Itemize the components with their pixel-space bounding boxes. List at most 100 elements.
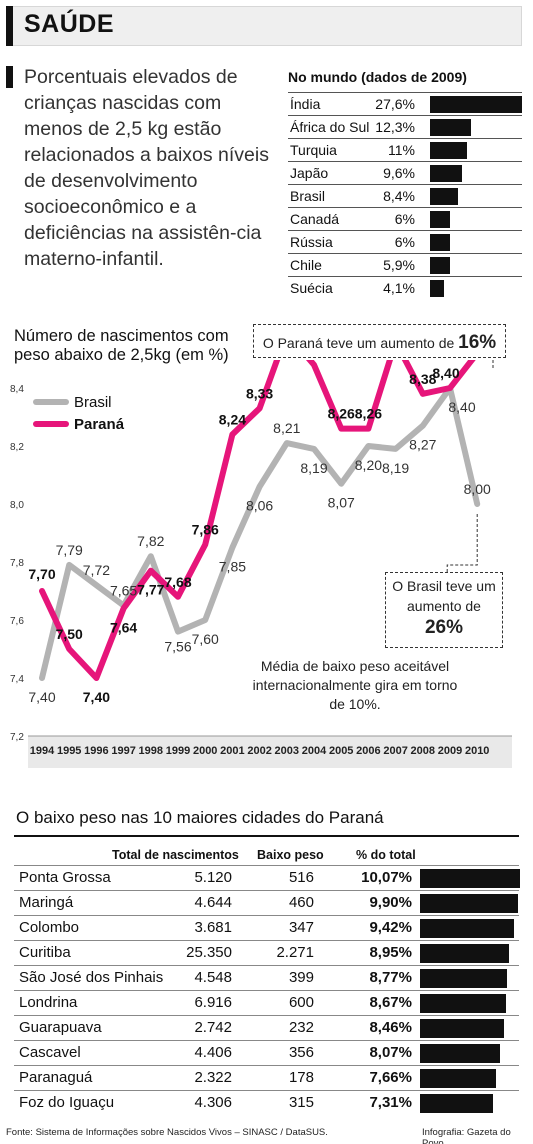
- parana-series-line: [39, 360, 476, 681]
- parana-data-label: 8,40: [432, 365, 459, 381]
- country-name: Rússia: [290, 234, 333, 250]
- country-bar: [430, 257, 450, 274]
- chart-note: Média de baixo peso aceitável internacio…: [252, 658, 458, 712]
- country-bar: [430, 165, 462, 182]
- brasil-data-label: 7,56: [164, 639, 191, 655]
- chart-title: Número de nascimentos com peso abaixo de…: [14, 327, 229, 364]
- total-births: 4.644: [194, 894, 232, 911]
- cities-table-title: O baixo peso nas 10 maiores cidades do P…: [16, 808, 384, 827]
- table-row: Paranaguá 2.322 178 7,66%: [14, 1065, 519, 1090]
- x-tick-label: 1999: [166, 745, 190, 757]
- city-name: Foz do Iguaçu: [19, 1094, 115, 1111]
- percent-of-total: 9,42%: [369, 919, 412, 936]
- percent-bar: [420, 1019, 504, 1038]
- table-row: Foz do Iguaçu 4.306 315 7,31%: [14, 1090, 519, 1115]
- credit-note: Infografia: Gazeta do Povo: [422, 1127, 511, 1144]
- country-bar: [430, 234, 450, 251]
- column-header-total: Total de nascimentos: [112, 848, 239, 862]
- country-bar: [430, 142, 467, 159]
- x-tick-label: 1997: [111, 745, 135, 757]
- table-row: Colombo 3.681 347 9,42%: [14, 915, 519, 940]
- brasil-series-line: [39, 385, 481, 681]
- country-value: 5,9%: [383, 257, 415, 273]
- parana-data-label: 7,64: [110, 619, 137, 635]
- percent-of-total: 8,46%: [369, 1019, 412, 1036]
- y-tick-label: 8,0: [10, 500, 24, 511]
- x-tick-label: 2004: [302, 745, 327, 757]
- country-value: 12,3%: [375, 119, 415, 135]
- percent-of-total: 7,31%: [369, 1094, 412, 1111]
- header-accent-bar: [6, 6, 13, 46]
- parana-callout-text: O Paraná teve um aumento de: [262, 335, 455, 351]
- y-tick-label: 7,6: [10, 616, 24, 627]
- country-name: Índia: [290, 96, 321, 112]
- brasil-data-label: 7,79: [56, 542, 83, 558]
- city-name: Colombo: [19, 919, 80, 936]
- world-table-row: África do Sul 12,3%: [288, 115, 522, 138]
- parana-data-label: 7,50: [56, 626, 83, 642]
- x-tick-label: 2005: [329, 745, 353, 757]
- low-weight-count: 600: [288, 994, 314, 1011]
- total-births: 2.742: [194, 1019, 232, 1036]
- percent-bar: [420, 994, 507, 1013]
- x-tick-label: 1995: [57, 745, 81, 757]
- country-name: Chile: [290, 257, 322, 273]
- x-tick-label: 2008: [411, 745, 435, 757]
- city-name: São José dos Pinhais: [19, 969, 164, 986]
- country-bar: [430, 280, 444, 297]
- country-name: Brasil: [290, 188, 326, 204]
- x-tick-label: 2010: [465, 745, 489, 757]
- total-births: 4.306: [194, 1094, 232, 1111]
- x-tick-label: 2009: [438, 745, 462, 757]
- line-chart: 1994 1995 1996 1997 1998 1999 2000 2001 2002 2003…: [10, 360, 512, 768]
- table-row: Cascavel 4.406 356 8,07%: [14, 1040, 519, 1065]
- country-bar: [430, 119, 471, 136]
- country-name: Japão: [290, 165, 329, 181]
- percent-of-total: 8,67%: [369, 994, 412, 1011]
- percent-bar: [420, 969, 508, 988]
- brasil-data-label: 8,19: [382, 460, 409, 476]
- parana-data-label: 8,26: [355, 406, 382, 422]
- x-tick-label: 1998: [139, 745, 163, 757]
- brasil-data-label: 8,20: [355, 457, 382, 473]
- country-value: 9,6%: [383, 165, 415, 181]
- column-header-percent: % do total: [356, 848, 416, 862]
- country-name: Suécia: [290, 280, 333, 296]
- brasil-data-label: 7,65: [110, 583, 137, 599]
- world-table-row: Turquia 11%: [288, 138, 522, 161]
- table-row: Ponta Grossa 5.120 516 10,07%: [14, 865, 520, 890]
- total-births: 4.548: [194, 969, 232, 986]
- y-tick-label: 7,4: [10, 674, 24, 685]
- x-tick-label: 1994: [30, 745, 55, 757]
- brasil-data-label: 8,06: [246, 498, 273, 514]
- x-tick-label: 2002: [247, 745, 271, 757]
- table-row: Londrina 6.916 600 8,67%: [14, 990, 519, 1015]
- brasil-data-label: 7,60: [192, 631, 219, 647]
- total-births: 2.322: [194, 1069, 232, 1086]
- brasil-callout-connector: [446, 514, 478, 572]
- percent-bar: [420, 944, 509, 963]
- country-value: 4,1%: [383, 280, 415, 296]
- percent-bar: [420, 1094, 493, 1113]
- table-row: Maringá 4.644 460 9,90%: [14, 890, 519, 915]
- low-weight-count: 2.271: [276, 944, 314, 961]
- city-name: Guarapuava: [19, 1019, 102, 1036]
- brasil-data-label: 7,72: [83, 562, 110, 578]
- percent-of-total: 8,07%: [369, 1044, 412, 1061]
- table-row: Curitiba 25.350 2.271 8,95%: [14, 940, 519, 965]
- total-births: 25.350: [186, 944, 232, 961]
- page-title: SAÚDE: [24, 10, 115, 38]
- brasil-data-label: 8,40: [448, 399, 475, 415]
- country-value: 6%: [394, 211, 415, 227]
- parana-data-label: 7,77: [137, 582, 164, 598]
- world-table-row: Japão 9,6%: [288, 161, 522, 184]
- percent-bar: [420, 894, 519, 913]
- parana-data-label: 7,40: [83, 689, 110, 705]
- world-table-row: Canadá 6%: [288, 207, 522, 230]
- parana-increase-callout: O Paraná teve um aumento de 16%: [253, 324, 506, 358]
- country-value: 6%: [394, 234, 415, 250]
- brasil-data-label: 8,00: [464, 481, 491, 497]
- intro-accent-bar: [6, 66, 13, 88]
- percent-of-total: 9,90%: [369, 894, 412, 911]
- low-weight-count: 516: [288, 869, 314, 886]
